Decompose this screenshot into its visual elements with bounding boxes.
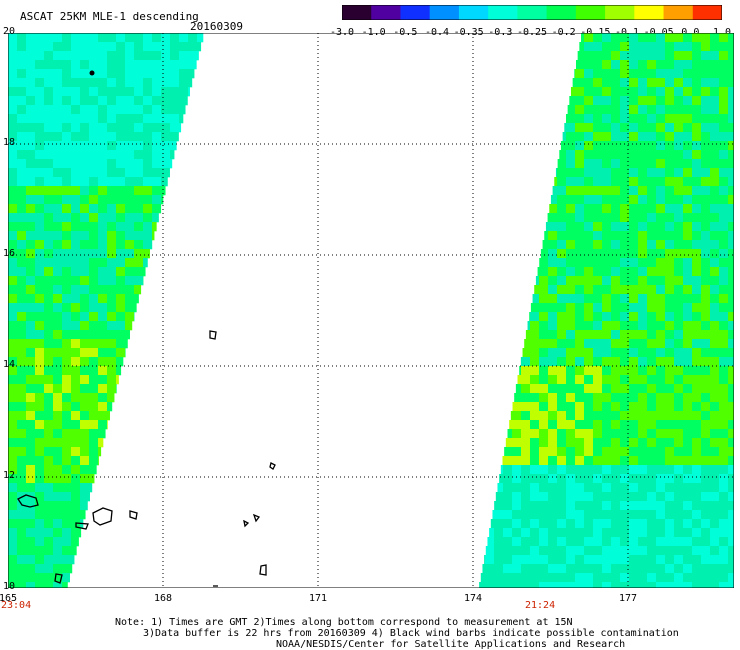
lat-label: 10	[3, 581, 16, 592]
wind-barb-marker	[89, 70, 95, 76]
lon-label: 177	[618, 593, 638, 604]
time-right: 21:24	[525, 600, 556, 611]
lat-label: 12	[3, 470, 16, 481]
lat-label: 20	[3, 26, 16, 37]
lon-label: 171	[308, 593, 328, 604]
lon-label: 174	[463, 593, 483, 604]
colorbar-swatch	[342, 5, 372, 20]
colorbar-swatch	[663, 5, 694, 20]
swath-map	[8, 33, 734, 588]
product-date: 20160309	[190, 20, 243, 33]
lat-label: 14	[3, 359, 16, 370]
lat-label: 18	[3, 137, 16, 148]
island-outline	[54, 573, 63, 584]
colorbar-swatch	[546, 5, 577, 20]
lat-lon-grid	[8, 33, 734, 588]
right-swath	[479, 33, 734, 588]
island-outline	[209, 330, 217, 340]
colorbar	[342, 5, 722, 20]
colorbar-swatch	[458, 5, 489, 20]
colorbar-swatch	[488, 5, 518, 20]
note-line-1: Note: 1) Times are GMT 2)Times along bot…	[115, 617, 573, 628]
island-outline	[17, 494, 39, 508]
lon-label: 165	[0, 593, 18, 604]
island-outlines	[17, 70, 276, 587]
note-line-3: NOAA/NESDIS/Center for Satellite Applica…	[276, 639, 626, 650]
time-left: 23:04	[1, 600, 32, 611]
note-line-2: 3)Data buffer is 22 hrs from 20160309 4)…	[143, 628, 679, 639]
colorbar-swatch	[429, 5, 460, 20]
colorbar-swatch	[517, 5, 548, 20]
island-outline	[75, 522, 89, 530]
colorbar-swatch	[575, 5, 606, 20]
product-title: ASCAT 25KM MLE-1 descending	[20, 10, 199, 23]
colorbar-swatch	[400, 5, 431, 20]
island-outline	[259, 564, 267, 576]
island-outline	[243, 519, 250, 528]
lon-label: 168	[153, 593, 173, 604]
island-outline	[252, 513, 261, 523]
island-outline	[269, 462, 276, 470]
colorbar-swatch	[692, 5, 722, 20]
island-outline	[129, 510, 138, 520]
colorbar-swatch	[634, 5, 665, 20]
lat-label: 16	[3, 248, 16, 259]
colorbar-swatch	[605, 5, 635, 20]
colorbar-swatch	[371, 5, 401, 20]
island-outline	[92, 507, 113, 526]
left-swath	[8, 33, 204, 588]
